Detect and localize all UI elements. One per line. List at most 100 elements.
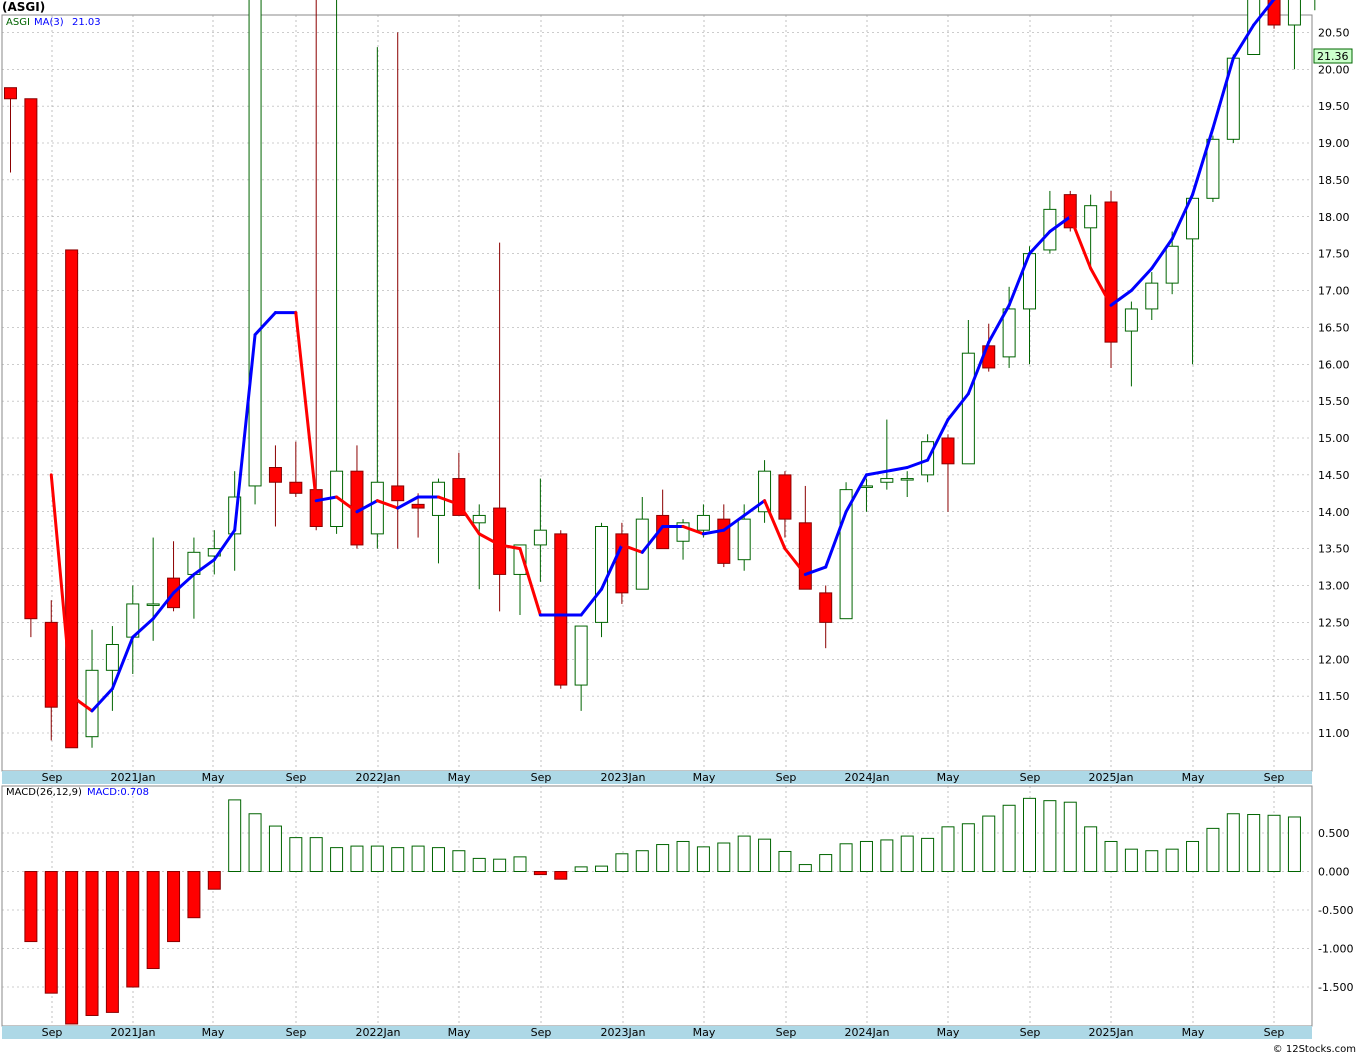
last-price-marker: 21.36 — [1313, 48, 1353, 64]
legend-ma-label: MA(3) — [34, 17, 64, 28]
candle — [1104, 190, 1118, 368]
macd-time-label: Sep — [1264, 1026, 1285, 1039]
macd-time-labels: Sep 2021Jan May Sep 2022Jan May Sep 2023Jan May S… — [42, 1026, 1285, 1039]
candle — [696, 504, 710, 538]
macd-time-label: 2023Jan — [601, 1026, 646, 1039]
macd-bar-positive — [248, 813, 262, 872]
macd-time-label: 2024Jan — [845, 1026, 890, 1039]
macd-tick-label: -1.000 — [1318, 943, 1353, 956]
macd-bar-positive — [1063, 801, 1077, 873]
macd-bar-positive — [493, 858, 507, 872]
candle — [1267, 0, 1281, 29]
macd-bar-positive — [268, 825, 282, 873]
macd-bar-negative — [533, 871, 547, 876]
candle-body-up — [1186, 197, 1200, 240]
macd-bar-positive — [819, 854, 833, 872]
candle-body-up — [85, 669, 99, 738]
macd-bar-negative — [105, 871, 119, 1013]
ma-segment — [966, 340, 991, 396]
candle — [554, 530, 568, 689]
ma-segment — [1170, 193, 1195, 241]
ma-segment — [783, 547, 807, 576]
macd-bar-negative — [554, 871, 568, 880]
macd-time-label: Sep — [531, 1026, 552, 1039]
ma-segment — [1048, 215, 1072, 233]
ma-segment — [600, 543, 624, 591]
macd-bar-positive — [1206, 827, 1220, 873]
candle-body-down — [819, 592, 833, 623]
candle-body-up — [758, 470, 772, 513]
macd-time-label: May — [1182, 1026, 1205, 1039]
ma-segment — [620, 543, 644, 554]
ma-segment — [987, 303, 1011, 344]
candle — [1206, 135, 1220, 202]
candle — [431, 478, 445, 564]
candle — [65, 249, 79, 749]
price-time-label: 2023Jan — [601, 771, 646, 784]
candle-body-down — [24, 98, 38, 620]
candle — [289, 441, 303, 497]
price-tick-label: 19.00 — [1318, 137, 1350, 150]
last-price-label: 21.36 — [1317, 50, 1349, 63]
candle-body-down — [1063, 194, 1077, 229]
price-plot-frame — [1, 14, 1313, 772]
candle-body-up — [737, 518, 751, 561]
ma-segment — [457, 502, 481, 536]
candle — [472, 504, 486, 590]
macd-bar-positive — [330, 847, 344, 873]
macd-bar-positive — [411, 845, 425, 873]
candle-body-up — [533, 529, 547, 546]
candle — [268, 445, 282, 527]
ma-segment — [110, 635, 135, 691]
candle-body-down — [1267, 0, 1281, 26]
macd-bar-positive — [1002, 804, 1016, 873]
macd-time-label: May — [937, 1026, 960, 1039]
macd-bar-positive — [1124, 848, 1138, 872]
price-tick-label: 15.50 — [1318, 395, 1350, 408]
candle — [1124, 301, 1138, 387]
ma-segment — [681, 525, 705, 536]
candle — [1145, 272, 1159, 320]
candle-body-up — [1206, 138, 1220, 199]
price-time-label: Sep — [286, 771, 307, 784]
ma-segment — [722, 513, 746, 532]
candle-body-down — [554, 533, 568, 686]
candle — [1287, 0, 1301, 70]
macd-bar-negative — [44, 871, 58, 994]
ma-segment — [294, 311, 318, 503]
candle — [941, 434, 955, 512]
candle-body-up — [1145, 282, 1159, 310]
candle — [900, 471, 914, 497]
macd-tick-label: 0.000 — [1318, 866, 1350, 879]
macd-time-label: Sep — [42, 1026, 63, 1039]
price-tick-label: 13.50 — [1318, 543, 1350, 556]
ma-segment — [1211, 56, 1235, 130]
ma-segment — [1252, 0, 1276, 27]
ma-segment — [640, 525, 665, 554]
ma-segment — [824, 510, 848, 569]
candle-body-down — [1104, 201, 1118, 343]
candle — [105, 626, 119, 711]
macd-bar-positive — [635, 850, 649, 873]
candle — [1226, 54, 1240, 143]
candle-body-down — [4, 87, 17, 100]
macd-bar-positive — [982, 815, 996, 872]
price-tick-label: 11.50 — [1318, 690, 1350, 703]
candle — [493, 242, 507, 612]
moving-average-line — [49, 0, 1277, 713]
candle-body-up — [472, 514, 486, 524]
price-time-label: Sep — [42, 771, 63, 784]
macd-time-label: Sep — [286, 1026, 307, 1039]
macd-bar-negative — [187, 871, 201, 919]
macd-time-axis: Sep 2021Jan May Sep 2022Jan May Sep 2023Jan May S… — [2, 1026, 1312, 1039]
candle-body-up — [105, 644, 119, 671]
price-tick-label: 18.50 — [1318, 174, 1350, 187]
ma-segment — [70, 694, 94, 713]
ma-segment — [233, 333, 257, 532]
candle-body-down — [615, 533, 629, 594]
price-tick-label: 17.50 — [1318, 248, 1350, 261]
price-time-label: May — [937, 771, 960, 784]
ma-segment — [49, 473, 74, 698]
macd-bar-positive — [839, 843, 853, 873]
macd-bar-positive — [370, 845, 384, 873]
